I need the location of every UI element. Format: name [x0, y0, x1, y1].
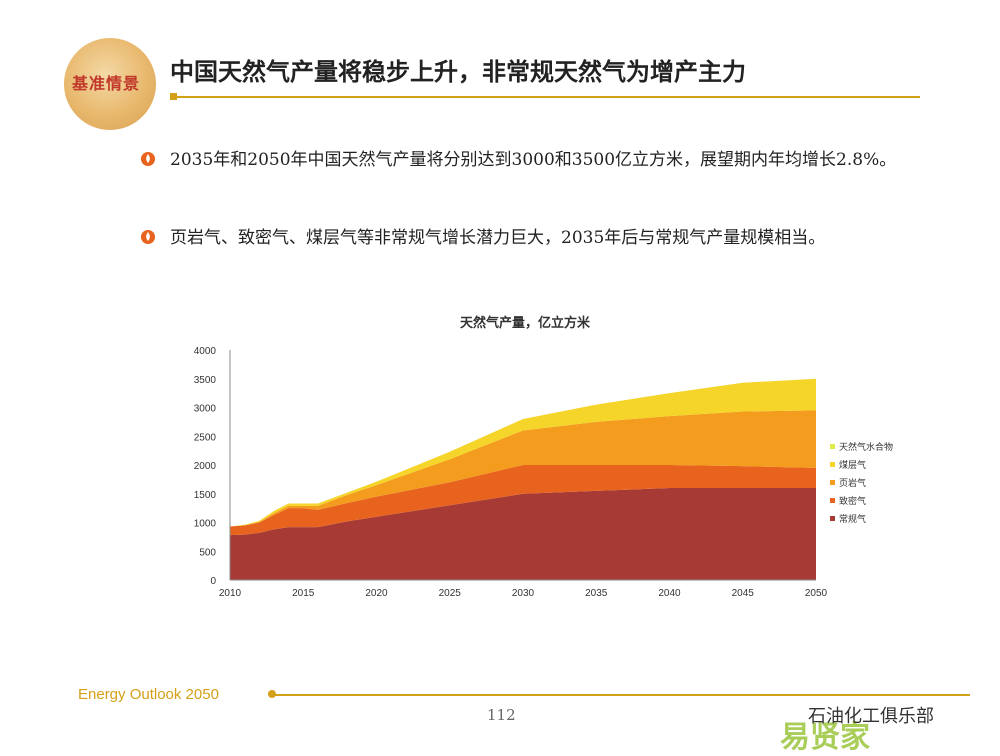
- area-series-4: [230, 378, 816, 527]
- y-tick-label: 4000: [194, 346, 217, 357]
- watermark-logo: 易贤家: [780, 720, 870, 755]
- legend-label: 页岩气: [839, 477, 866, 489]
- y-tick-label: 2000: [194, 461, 217, 472]
- flame-bullet-icon: [141, 230, 155, 244]
- title-rule: [172, 96, 920, 98]
- x-tick-label: 2020: [365, 588, 388, 599]
- legend-label: 煤层气: [839, 459, 866, 471]
- bullet-text: 页岩气、致密气、煤层气等非常规气增长潜力巨大，2035年后与常规气产量规模相当。: [170, 228, 826, 248]
- y-tick-label: 3000: [194, 404, 217, 415]
- page-title: 中国天然气产量将稳步上升，非常规天然气为增产主力: [170, 58, 746, 86]
- y-tick-label: 3500: [194, 375, 217, 386]
- area-series-2: [230, 465, 816, 536]
- legend-label: 天然气水合物: [839, 441, 893, 453]
- x-tick-label: 2015: [292, 588, 315, 599]
- footer-brand: Energy Outlook 2050: [78, 686, 219, 703]
- y-tick-label: 500: [199, 547, 216, 558]
- area-series-1: [230, 488, 816, 580]
- x-tick-label: 2030: [512, 588, 535, 599]
- y-tick-label: 0: [210, 576, 216, 587]
- legend-swatch: [830, 462, 835, 467]
- legend-swatch: [830, 516, 835, 521]
- footer-rule: [270, 694, 970, 696]
- legend-swatch: [830, 480, 835, 485]
- x-tick-label: 2025: [439, 588, 462, 599]
- y-tick-label: 1000: [194, 519, 217, 530]
- y-tick-label: 1500: [194, 490, 217, 501]
- x-tick-label: 2010: [219, 588, 242, 599]
- x-tick-label: 2045: [732, 588, 755, 599]
- chart-title: 天然气产量，亿立方米: [460, 316, 591, 331]
- flame-bullet-icon: [141, 152, 155, 166]
- page-number: 112: [487, 706, 516, 724]
- globe-logo: [64, 38, 156, 130]
- legend-swatch: [830, 444, 835, 449]
- legend-label: 致密气: [839, 495, 866, 507]
- area-series-3: [230, 410, 816, 527]
- watermark-text: 石油化工俱乐部: [808, 706, 934, 727]
- x-tick-label: 2050: [805, 588, 828, 599]
- y-tick-label: 2500: [194, 432, 217, 443]
- bullet-item: 页岩气、致密气、煤层气等非常规气增长潜力巨大，2035年后与常规气产量规模相当。: [140, 222, 940, 254]
- legend-label: 常规气: [839, 513, 866, 525]
- x-tick-label: 2040: [658, 588, 681, 599]
- legend-swatch: [830, 498, 835, 503]
- logo-label: 基准情景: [72, 74, 141, 93]
- x-tick-label: 2035: [585, 588, 608, 599]
- bullet-item: 2035年和2050年中国天然气产量将分别达到3000和3500亿立方米，展望期…: [140, 144, 940, 176]
- bullet-text: 2035年和2050年中国天然气产量将分别达到3000和3500亿立方米，展望期…: [170, 150, 897, 170]
